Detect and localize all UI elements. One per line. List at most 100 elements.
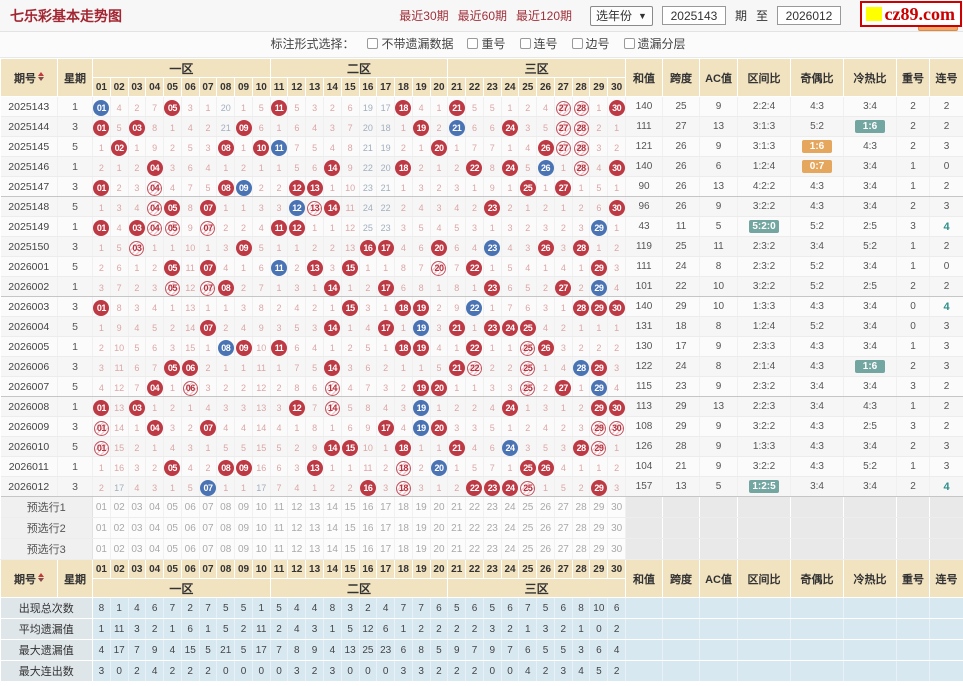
recent-link-1[interactable]: 最近60期 xyxy=(457,8,507,23)
preselect-num[interactable]: 21 xyxy=(447,496,467,518)
col-header-right[interactable]: 冷热比 xyxy=(843,559,898,598)
preselect-num[interactable]: 28 xyxy=(572,517,591,539)
preselect-num[interactable]: 25 xyxy=(518,496,538,518)
preselect-num[interactable]: 04 xyxy=(145,496,165,518)
preselect-num[interactable]: 22 xyxy=(465,496,484,518)
preselect-num[interactable]: 21 xyxy=(447,538,467,560)
filter-checkbox-1[interactable]: 重号 xyxy=(467,37,506,51)
preselect-num[interactable]: 05 xyxy=(163,496,182,518)
preselect-num[interactable]: 10 xyxy=(252,517,271,539)
preselect-num[interactable]: 27 xyxy=(554,538,573,560)
preselect-num[interactable]: 04 xyxy=(145,517,165,539)
preselect-num[interactable]: 15 xyxy=(341,538,360,560)
preselect-num[interactable]: 08 xyxy=(216,496,236,518)
col-header-right[interactable]: 重号 xyxy=(896,559,931,598)
preselect-num[interactable]: 12 xyxy=(287,496,307,518)
checkbox-icon[interactable] xyxy=(367,38,379,49)
preselect-num[interactable]: 19 xyxy=(412,517,431,539)
preselect-num[interactable]: 26 xyxy=(536,496,555,518)
preselect-num[interactable]: 16 xyxy=(359,538,378,560)
preselect-num[interactable]: 12 xyxy=(287,517,307,539)
preselect-num[interactable]: 28 xyxy=(572,538,591,560)
preselect-num[interactable]: 09 xyxy=(234,496,253,518)
preselect-num[interactable]: 09 xyxy=(234,538,253,560)
preselect-num[interactable]: 01 xyxy=(92,538,111,560)
col-header-right[interactable]: 冷热比 xyxy=(843,58,898,97)
col-header-right[interactable]: 跨度 xyxy=(662,58,701,97)
checkbox-icon[interactable] xyxy=(519,38,531,49)
preselect-num[interactable]: 06 xyxy=(181,517,200,539)
recent-link-2[interactable]: 最近120期 xyxy=(516,8,573,23)
preselect-num[interactable]: 03 xyxy=(128,496,147,518)
preselect-num[interactable]: 21 xyxy=(447,517,467,539)
preselect-num[interactable]: 09 xyxy=(234,517,253,539)
col-header-right[interactable]: 和值 xyxy=(625,58,664,97)
col-header-right[interactable]: AC值 xyxy=(699,58,739,97)
preselect-num[interactable]: 03 xyxy=(128,538,147,560)
preselect-num[interactable]: 27 xyxy=(554,517,573,539)
preselect-num[interactable]: 05 xyxy=(163,538,182,560)
col-header-right[interactable]: 奇偶比 xyxy=(790,58,845,97)
recent-link-0[interactable]: 最近30期 xyxy=(399,8,449,23)
preselect-num[interactable]: 14 xyxy=(323,517,342,539)
preselect-num[interactable]: 20 xyxy=(430,538,449,560)
preselect-num[interactable]: 13 xyxy=(305,496,324,518)
filter-checkbox-3[interactable]: 边号 xyxy=(571,37,610,51)
filter-checkbox-2[interactable]: 连号 xyxy=(519,37,558,51)
preselect-num[interactable]: 02 xyxy=(110,496,129,518)
col-header-week[interactable]: 星期 xyxy=(57,58,93,97)
preselect-num[interactable]: 27 xyxy=(554,496,573,518)
preselect-num[interactable]: 11 xyxy=(269,517,289,539)
col-header-right[interactable]: 区间比 xyxy=(737,559,792,598)
col-header-period[interactable]: 期号 xyxy=(0,559,58,598)
preselect-num[interactable]: 05 xyxy=(163,517,182,539)
preselect-num[interactable]: 17 xyxy=(376,496,396,518)
preselect-num[interactable]: 13 xyxy=(305,517,324,539)
preselect-num[interactable]: 22 xyxy=(465,517,484,539)
col-header-right[interactable]: 区间比 xyxy=(737,58,792,97)
preselect-num[interactable]: 11 xyxy=(269,538,289,560)
col-header-right[interactable]: 连号 xyxy=(929,559,963,598)
preselect-num[interactable]: 07 xyxy=(199,538,218,560)
preselect-num[interactable]: 23 xyxy=(483,538,502,560)
preselect-num[interactable]: 07 xyxy=(199,496,218,518)
preselect-num[interactable]: 15 xyxy=(341,517,360,539)
preselect-num[interactable]: 06 xyxy=(181,538,200,560)
preselect-num[interactable]: 23 xyxy=(483,517,502,539)
preselect-num[interactable]: 11 xyxy=(269,496,289,518)
preselect-num[interactable]: 18 xyxy=(394,517,413,539)
preselect-num[interactable]: 10 xyxy=(252,496,271,518)
preselect-num[interactable]: 30 xyxy=(607,538,627,560)
preselect-num[interactable]: 20 xyxy=(430,517,449,539)
preselect-num[interactable]: 22 xyxy=(465,538,484,560)
col-header-right[interactable]: 跨度 xyxy=(662,559,701,598)
checkbox-icon[interactable] xyxy=(467,38,479,49)
preselect-num[interactable]: 26 xyxy=(536,538,555,560)
col-header-right[interactable]: 连号 xyxy=(929,58,963,97)
preselect-num[interactable]: 02 xyxy=(110,538,129,560)
preselect-num[interactable]: 16 xyxy=(359,517,378,539)
preselect-num[interactable]: 04 xyxy=(145,538,165,560)
preselect-num[interactable]: 13 xyxy=(305,538,324,560)
preselect-num[interactable]: 15 xyxy=(341,496,360,518)
preselect-num[interactable]: 30 xyxy=(607,517,627,539)
preselect-num[interactable]: 24 xyxy=(501,496,520,518)
preselect-num[interactable]: 12 xyxy=(287,538,307,560)
col-header-week[interactable]: 星期 xyxy=(57,559,93,598)
preselect-num[interactable]: 25 xyxy=(518,538,538,560)
preselect-num[interactable]: 07 xyxy=(199,517,218,539)
preselect-num[interactable]: 08 xyxy=(216,517,236,539)
col-header-right[interactable]: 奇偶比 xyxy=(790,559,845,598)
year-select[interactable]: 选年份 ▼ xyxy=(590,5,653,26)
preselect-num[interactable]: 01 xyxy=(92,496,111,518)
filter-checkbox-4[interactable]: 遗漏分层 xyxy=(623,37,686,51)
preselect-num[interactable]: 24 xyxy=(501,538,520,560)
preselect-num[interactable]: 26 xyxy=(536,517,555,539)
preselect-num[interactable]: 02 xyxy=(110,517,129,539)
col-header-period[interactable]: 期号 xyxy=(0,58,58,97)
preselect-num[interactable]: 28 xyxy=(572,496,591,518)
col-header-right[interactable]: 和值 xyxy=(625,559,664,598)
preselect-num[interactable]: 08 xyxy=(216,538,236,560)
preselect-num[interactable]: 23 xyxy=(483,496,502,518)
preselect-num[interactable]: 18 xyxy=(394,496,413,518)
